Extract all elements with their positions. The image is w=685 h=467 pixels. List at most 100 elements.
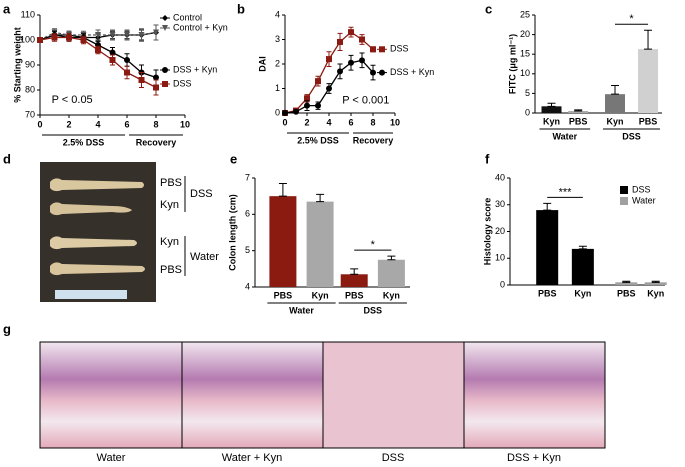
error-bar xyxy=(578,245,587,250)
y-tick-label: 3 xyxy=(275,34,280,44)
bar xyxy=(340,274,368,287)
marker xyxy=(337,68,343,75)
y-tick-label: 1 xyxy=(275,83,280,93)
image-caption: DSS xyxy=(382,452,405,464)
x-tick-label: 8 xyxy=(153,119,158,129)
y-tick-label: 30 xyxy=(495,199,505,209)
y-tick-label: 0 xyxy=(275,107,280,117)
legend-label: DSS + Kyn xyxy=(390,67,434,77)
error-bar xyxy=(622,280,631,283)
bar xyxy=(568,111,589,113)
marker xyxy=(153,84,159,91)
marker xyxy=(124,57,130,63)
y-tick-label: 40 xyxy=(495,172,505,182)
x-tick-label: 4 xyxy=(326,117,331,127)
y-tick-label: 80 xyxy=(25,84,35,94)
legend-marker xyxy=(162,81,168,87)
y-tick-label: 5 xyxy=(525,88,530,98)
period-label: Recovery xyxy=(136,137,177,147)
legend-marker xyxy=(162,67,168,73)
image-caption: Water + Kyn xyxy=(222,452,282,464)
error-bar xyxy=(547,102,556,107)
x-tick-label: Kyn xyxy=(383,290,400,300)
marker xyxy=(109,57,116,63)
y-tick-label: 100 xyxy=(20,34,35,44)
photo-label: Kyn xyxy=(160,199,179,211)
bar xyxy=(269,196,297,287)
marker xyxy=(109,32,116,38)
y-tick-label: 0 xyxy=(525,107,530,117)
x-tick-label: 2 xyxy=(304,117,309,127)
group-label: Water xyxy=(553,131,578,141)
panel-label: a xyxy=(3,1,11,16)
y-tick-label: 7 xyxy=(245,172,250,182)
x-tick-label: Kyn xyxy=(543,116,560,126)
photo-label: PBS xyxy=(160,177,182,189)
panel-label: f xyxy=(485,151,490,166)
x-tick-label: 4 xyxy=(95,119,100,129)
bar xyxy=(605,94,626,113)
x-tick-label: 2 xyxy=(66,119,71,129)
panel-label: g xyxy=(3,321,11,336)
y-tick-label: 6 xyxy=(245,209,250,219)
y-tick-label: 90 xyxy=(25,59,35,69)
marker xyxy=(37,37,43,43)
histology-images xyxy=(39,341,606,449)
marker xyxy=(153,29,159,36)
period-label: 2.5% DSS xyxy=(63,137,105,147)
y-axis-label: FITC (μg ml⁻¹) xyxy=(507,34,517,94)
y-axis-label: Histology score xyxy=(482,198,492,266)
legend-swatch xyxy=(620,197,628,205)
x-tick-label: PBS xyxy=(345,290,364,300)
panel-label: e xyxy=(230,151,237,166)
marker xyxy=(293,108,299,115)
legend-label: Control + Kyn xyxy=(173,22,228,32)
y-tick-label: 70 xyxy=(25,109,35,119)
marker xyxy=(153,74,159,81)
x-tick-label: 10 xyxy=(180,119,190,129)
y-axis-label: % Starting weight xyxy=(12,27,22,103)
error-bar xyxy=(387,255,396,261)
marker xyxy=(80,37,87,43)
x-tick-label: 6 xyxy=(348,117,353,127)
period-label: 2.5% DSS xyxy=(297,135,339,145)
x-tick-label: PBS xyxy=(639,116,658,126)
marker xyxy=(359,57,365,64)
bar xyxy=(536,210,559,285)
y-axis-label: Colon length (cm) xyxy=(227,194,237,271)
x-tick-label: 10 xyxy=(390,117,400,127)
y-tick-label: 15 xyxy=(520,49,530,59)
image-caption: DSS + Kyn xyxy=(507,452,561,464)
marker xyxy=(304,95,310,102)
panel-label: c xyxy=(485,1,492,16)
y-tick-label: 4 xyxy=(275,9,280,19)
x-tick-label: 0 xyxy=(37,119,42,129)
significance-label: * xyxy=(629,13,634,25)
legend-label: Water xyxy=(632,195,656,205)
x-tick-label: PBS xyxy=(538,288,557,298)
marker xyxy=(315,102,321,109)
marker xyxy=(66,34,72,41)
error-bar xyxy=(278,182,287,197)
marker xyxy=(95,32,101,38)
legend-swatch xyxy=(620,186,628,194)
y-tick-label: 4 xyxy=(245,281,250,291)
marker xyxy=(370,46,376,53)
error-bar xyxy=(644,29,653,50)
legend-label: Control xyxy=(173,12,202,22)
panel-label: d xyxy=(3,151,11,166)
legend-marker xyxy=(162,25,168,31)
error-bar xyxy=(611,85,620,95)
y-tick-label: 20 xyxy=(495,226,505,236)
colon-photo xyxy=(40,162,156,302)
image-caption: Water xyxy=(97,452,126,464)
y-tick-label: 0 xyxy=(500,279,505,289)
significance-label: * xyxy=(371,239,376,251)
legend-label: DSS xyxy=(173,78,192,88)
marker xyxy=(337,38,343,45)
error-bar xyxy=(350,268,359,275)
x-tick-label: Kyn xyxy=(647,288,664,298)
photo-group-label: DSS xyxy=(190,188,213,200)
legend-label: DSS xyxy=(632,184,651,194)
